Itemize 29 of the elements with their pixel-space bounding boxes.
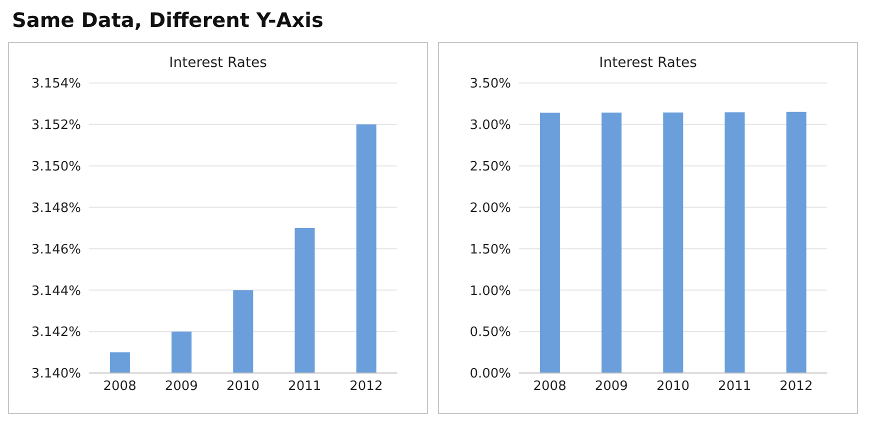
x-tick-label: 2010: [226, 379, 260, 394]
x-tick-label: 2009: [164, 379, 198, 394]
y-tick-label: 3.142%: [31, 325, 81, 340]
x-tick-label: 2011: [718, 379, 752, 394]
y-tick-label: 0.50%: [470, 325, 511, 340]
chart-title: Interest Rates: [598, 55, 698, 71]
x-tick-label: 2010: [656, 379, 690, 394]
chart-title: Interest Rates: [168, 55, 268, 71]
y-tick-label: 1.00%: [470, 284, 511, 299]
x-tick-label: 2012: [350, 379, 383, 394]
y-tick-label: 2.50%: [470, 159, 511, 174]
y-tick-label: 3.00%: [470, 118, 511, 134]
x-tick-label: 2012: [780, 379, 813, 394]
y-tick-label: 3.50%: [470, 76, 511, 92]
y-tick-label: 1.50%: [470, 242, 511, 258]
y-tick-label: 3.144%: [31, 284, 81, 299]
y-tick-label: 2.00%: [470, 200, 511, 216]
x-tick-label: 2011: [288, 379, 322, 394]
y-tick-label: 3.150%: [31, 159, 81, 174]
y-tick-label: 3.154%: [31, 76, 81, 92]
text: Same Data, Different Y-Axis: [12, 8, 324, 32]
y-tick-label: 3.140%: [31, 366, 81, 382]
y-tick-label: 3.146%: [31, 242, 81, 258]
y-tick-label: 3.148%: [31, 200, 81, 216]
y-tick-label: 0.00%: [470, 366, 511, 382]
x-tick-label: 2008: [103, 379, 136, 394]
x-tick-label: 2008: [533, 379, 566, 394]
x-tick-label: 2009: [594, 379, 628, 394]
y-tick-label: 3.152%: [31, 118, 81, 134]
